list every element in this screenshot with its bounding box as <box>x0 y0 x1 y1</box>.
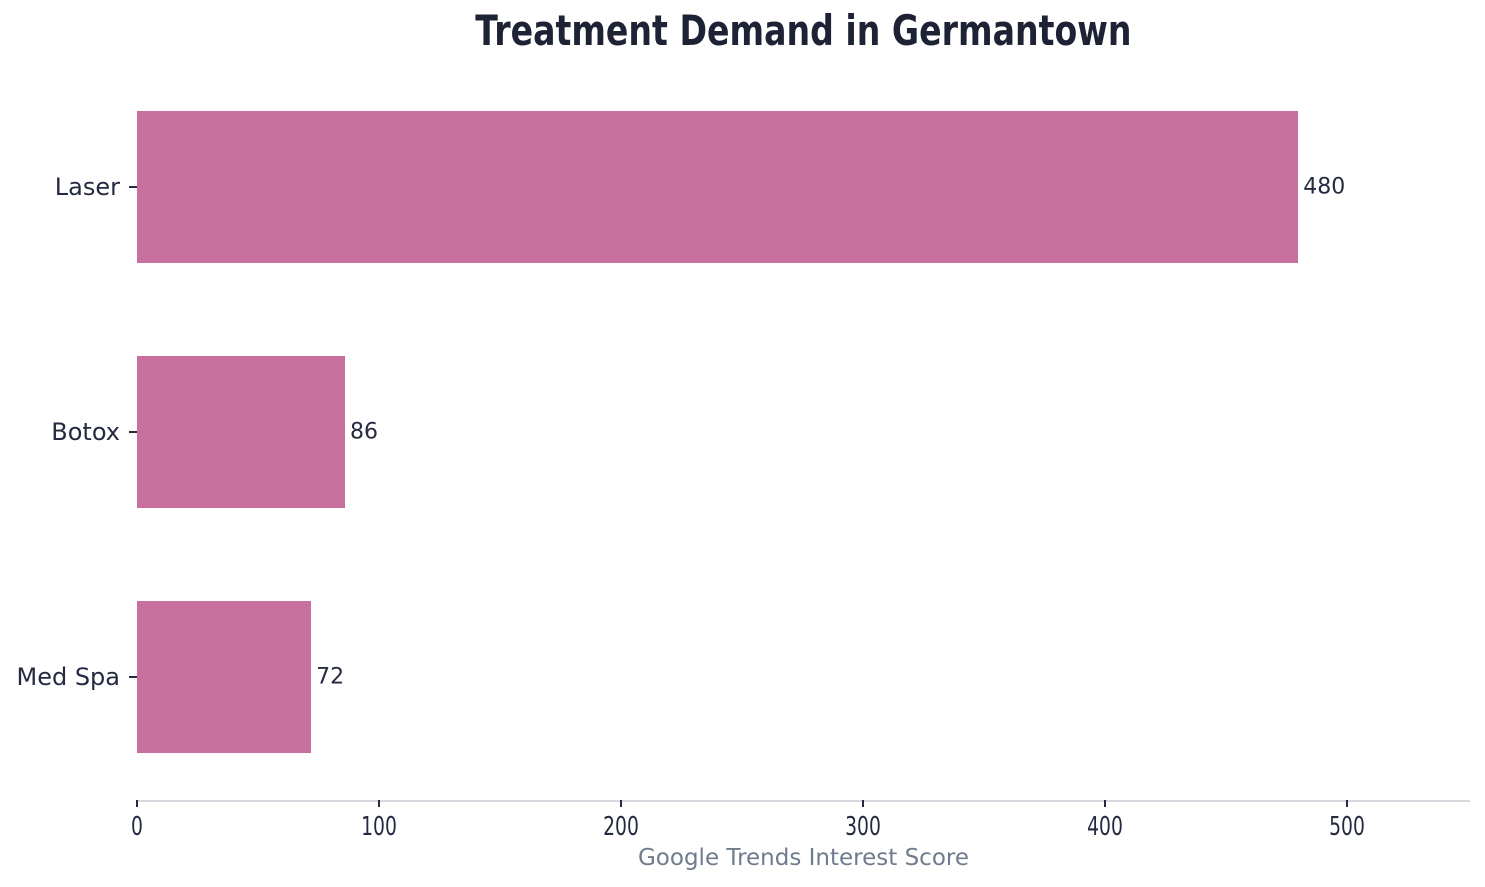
y-tick-mark-laser <box>129 185 137 188</box>
x-tick-wrap-0: 0 <box>129 812 146 842</box>
x-tick-mark-400 <box>1103 800 1106 807</box>
x-tick-mark-100 <box>377 800 380 807</box>
x-tick-label-0: 0 <box>131 812 143 842</box>
x-axis-title: Google Trends Interest Score <box>637 845 970 871</box>
y-category-label-botox: Botox <box>51 417 120 446</box>
x-tick-label-100: 100 <box>361 812 397 842</box>
plot-rows: Laser 480 Botox 86 Med Spa 72 <box>16 64 1470 800</box>
bar-laser <box>137 110 1299 263</box>
x-tick-wrap-400: 400 <box>1080 812 1130 842</box>
x-tick-label-500: 500 <box>1328 812 1365 842</box>
y-category-label-med-spa: Med Spa <box>16 663 120 692</box>
x-tick-wrap-100: 100 <box>354 812 404 842</box>
chart-row-laser: Laser 480 <box>55 64 1470 309</box>
chart-row-botox: Botox 86 <box>51 309 1470 554</box>
bar-med-spa <box>137 601 312 754</box>
chart-title: Treatment Demand in Germantown <box>137 6 1470 55</box>
y-category-label-laser: Laser <box>54 172 120 201</box>
chart-row-med-spa: Med Spa 72 <box>16 555 1470 800</box>
x-tick-mark-200 <box>619 800 622 807</box>
bar-value-label-laser: 480 <box>1303 174 1346 200</box>
x-axis: 0 100 200 300 400 500 <box>131 800 1470 850</box>
x-tick-mark-0 <box>136 800 138 807</box>
plot-area: Laser 480 Botox 86 Med Spa 72 0 100 200 300 400 50… <box>16 64 1470 842</box>
x-tick-label-300: 300 <box>844 812 881 842</box>
y-tick-mark-botox <box>129 430 137 433</box>
x-tick-mark-300 <box>861 800 864 807</box>
x-tick-label-200: 200 <box>602 812 639 842</box>
y-tick-mark-med-spa <box>129 676 137 679</box>
x-tick-wrap-300: 300 <box>838 812 888 842</box>
x-tick-mark-500 <box>1345 800 1348 807</box>
x-tick-wrap-500: 500 <box>1322 812 1372 842</box>
x-tick-wrap-200: 200 <box>596 812 646 842</box>
bar-value-label-med-spa: 72 <box>316 664 345 690</box>
bar-value-label-botox: 86 <box>350 419 379 445</box>
bar-botox <box>137 355 346 508</box>
x-tick-label-400: 400 <box>1086 812 1123 842</box>
chart-title-text: Treatment Demand in Germantown <box>475 6 1132 55</box>
